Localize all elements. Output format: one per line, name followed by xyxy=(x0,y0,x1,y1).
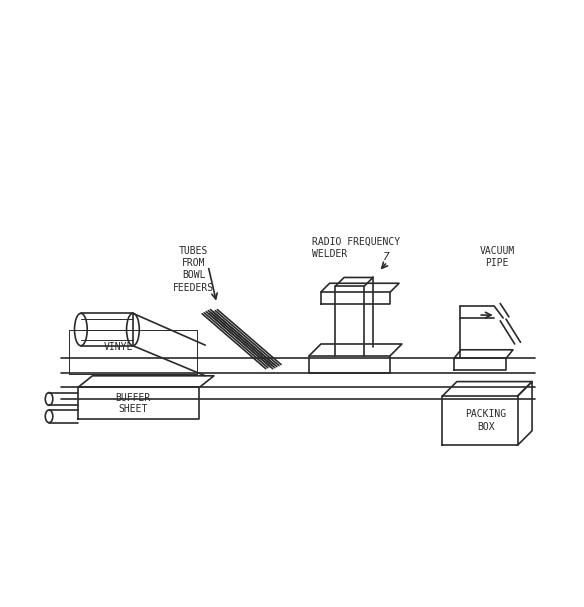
Text: VINYL: VINYL xyxy=(104,342,133,352)
Text: 7: 7 xyxy=(382,252,388,262)
Text: RADIO FREQUENCY
WELDER: RADIO FREQUENCY WELDER xyxy=(312,237,401,259)
Text: TUBES
FROM
BOWL
FEEDERS: TUBES FROM BOWL FEEDERS xyxy=(173,246,214,293)
Text: BUFFER
SHEET: BUFFER SHEET xyxy=(115,393,151,415)
Text: PACKING
BOX: PACKING BOX xyxy=(465,410,506,432)
Text: VACUUM
PIPE: VACUUM PIPE xyxy=(479,246,515,268)
